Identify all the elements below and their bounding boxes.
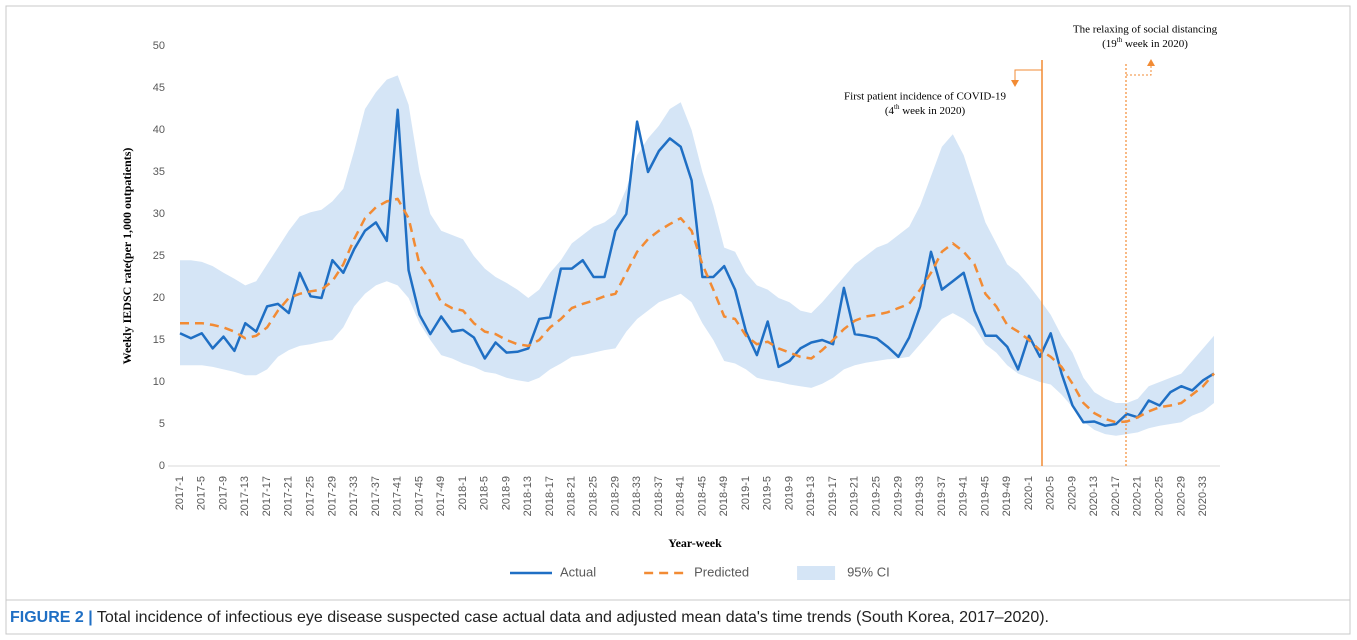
figure-border [5, 5, 1351, 635]
y-tick-label: 5 [159, 418, 165, 430]
x-tick-label: 2018-17 [544, 476, 556, 516]
y-tick-label: 0 [159, 460, 165, 472]
x-tick-label: 2019-33 [914, 476, 926, 516]
x-tick-label: 2017-41 [392, 476, 404, 516]
x-tick-label: 2019-9 [783, 476, 795, 510]
event-arrow [1126, 64, 1152, 76]
x-tick-label: 2017-49 [435, 476, 447, 516]
annotation-part: week in 2020) [1122, 38, 1188, 50]
annotation: (4th week in 2020) [885, 103, 966, 117]
annotation: The relaxing of social distancing [1073, 24, 1218, 36]
annotation-part: th [1117, 36, 1123, 44]
x-tick-label: 2019-29 [892, 476, 904, 516]
y-tick-label: 30 [153, 208, 165, 220]
x-tick-label: 2020-17 [1110, 476, 1122, 516]
x-tick-label: 2019-1 [740, 476, 752, 510]
x-tick-label: 2018-9 [500, 476, 512, 510]
x-tick-label: 2017-21 [283, 476, 295, 516]
y-tick-label: 45 [153, 82, 165, 94]
x-tick-label: 2019-25 [870, 476, 882, 516]
x-tick-label: 2019-17 [827, 476, 839, 516]
x-tick-label: 2019-5 [762, 476, 774, 510]
x-tick-label: 2019-49 [1001, 476, 1013, 516]
x-tick-label: 2018-13 [522, 476, 534, 516]
x-tick-label: 2018-5 [479, 476, 491, 510]
x-tick-label: 2017-33 [348, 476, 360, 516]
x-tick-label: 2019-41 [958, 476, 970, 516]
arrow-head [1011, 80, 1019, 87]
x-tick-label: 2020-33 [1197, 476, 1209, 516]
x-tick-label: 2017-13 [239, 476, 251, 516]
x-tick-label: 2017-1 [174, 476, 186, 510]
annotation-part: week in 2020) [899, 105, 965, 117]
x-tick-label: 2018-49 [718, 476, 730, 516]
arrow-head [1147, 59, 1155, 66]
x-tick-label: 2017-17 [261, 476, 273, 516]
ci-band [180, 75, 1214, 436]
x-tick-label: 2018-45 [696, 476, 708, 516]
x-tick-label: 2020-21 [1132, 476, 1144, 516]
x-tick-label: 2017-29 [326, 476, 338, 516]
caption-text: Total incidence of infectious eye diseas… [92, 609, 1049, 626]
caption-label: FIGURE 2 | [10, 609, 93, 626]
x-tick-label: 2018-37 [653, 476, 665, 516]
x-tick-label: 2020-13 [1088, 476, 1100, 516]
x-tick-label: 2017-5 [196, 476, 208, 510]
x-tick-label: 2020-25 [1153, 476, 1165, 516]
x-tick-label: 2019-21 [849, 476, 861, 516]
x-tick-label: 2018-29 [609, 476, 621, 516]
annotation-part: (19 [1102, 38, 1117, 50]
x-tick-label: 2018-1 [457, 476, 469, 510]
y-tick-label: 25 [153, 250, 165, 262]
x-tick-label: 2020-29 [1175, 476, 1187, 516]
x-tick-label: 2017-9 [217, 476, 229, 510]
x-tick-label: 2017-25 [305, 476, 317, 516]
x-tick-label: 2019-37 [936, 476, 948, 516]
x-tick-label: 2018-41 [675, 476, 687, 516]
legend-swatch [797, 566, 836, 580]
x-tick-label: 2020-9 [1066, 476, 1078, 510]
annotation: (19th week in 2020) [1102, 36, 1188, 50]
annotation-part: th [894, 103, 900, 111]
y-tick-label: 20 [153, 292, 165, 304]
legend-label: Predicted [694, 564, 749, 579]
annotation: First patient incidence of COVID-19 [844, 91, 1006, 103]
y-tick-label: 15 [153, 334, 165, 346]
y-axis-title: Weekly IEDSC rate(per 1,000 outpatients) [120, 148, 134, 365]
y-tick-label: 50 [153, 40, 165, 52]
y-tick-label: 35 [153, 166, 165, 178]
annotation-part: (4 [885, 105, 895, 117]
x-tick-label: 2020-5 [1045, 476, 1057, 510]
x-axis-title: Year-week [668, 536, 722, 550]
x-tick-label: 2018-33 [631, 476, 643, 516]
event-arrow [1014, 69, 1042, 82]
x-tick-label: 2019-45 [979, 476, 991, 516]
x-tick-label: 2017-37 [370, 476, 382, 516]
x-tick-label: 2020-1 [1023, 476, 1035, 510]
legend-label: 95% CI [847, 564, 890, 579]
y-tick-label: 10 [153, 376, 165, 388]
x-tick-label: 2019-13 [805, 476, 817, 516]
x-tick-label: 2017-45 [413, 476, 425, 516]
y-tick-label: 40 [153, 124, 165, 136]
x-tick-label: 2018-21 [566, 476, 578, 516]
legend-label: Actual [560, 564, 596, 579]
caption: FIGURE 2 | Total incidence of infectious… [10, 609, 1347, 627]
x-tick-label: 2018-25 [588, 476, 600, 516]
